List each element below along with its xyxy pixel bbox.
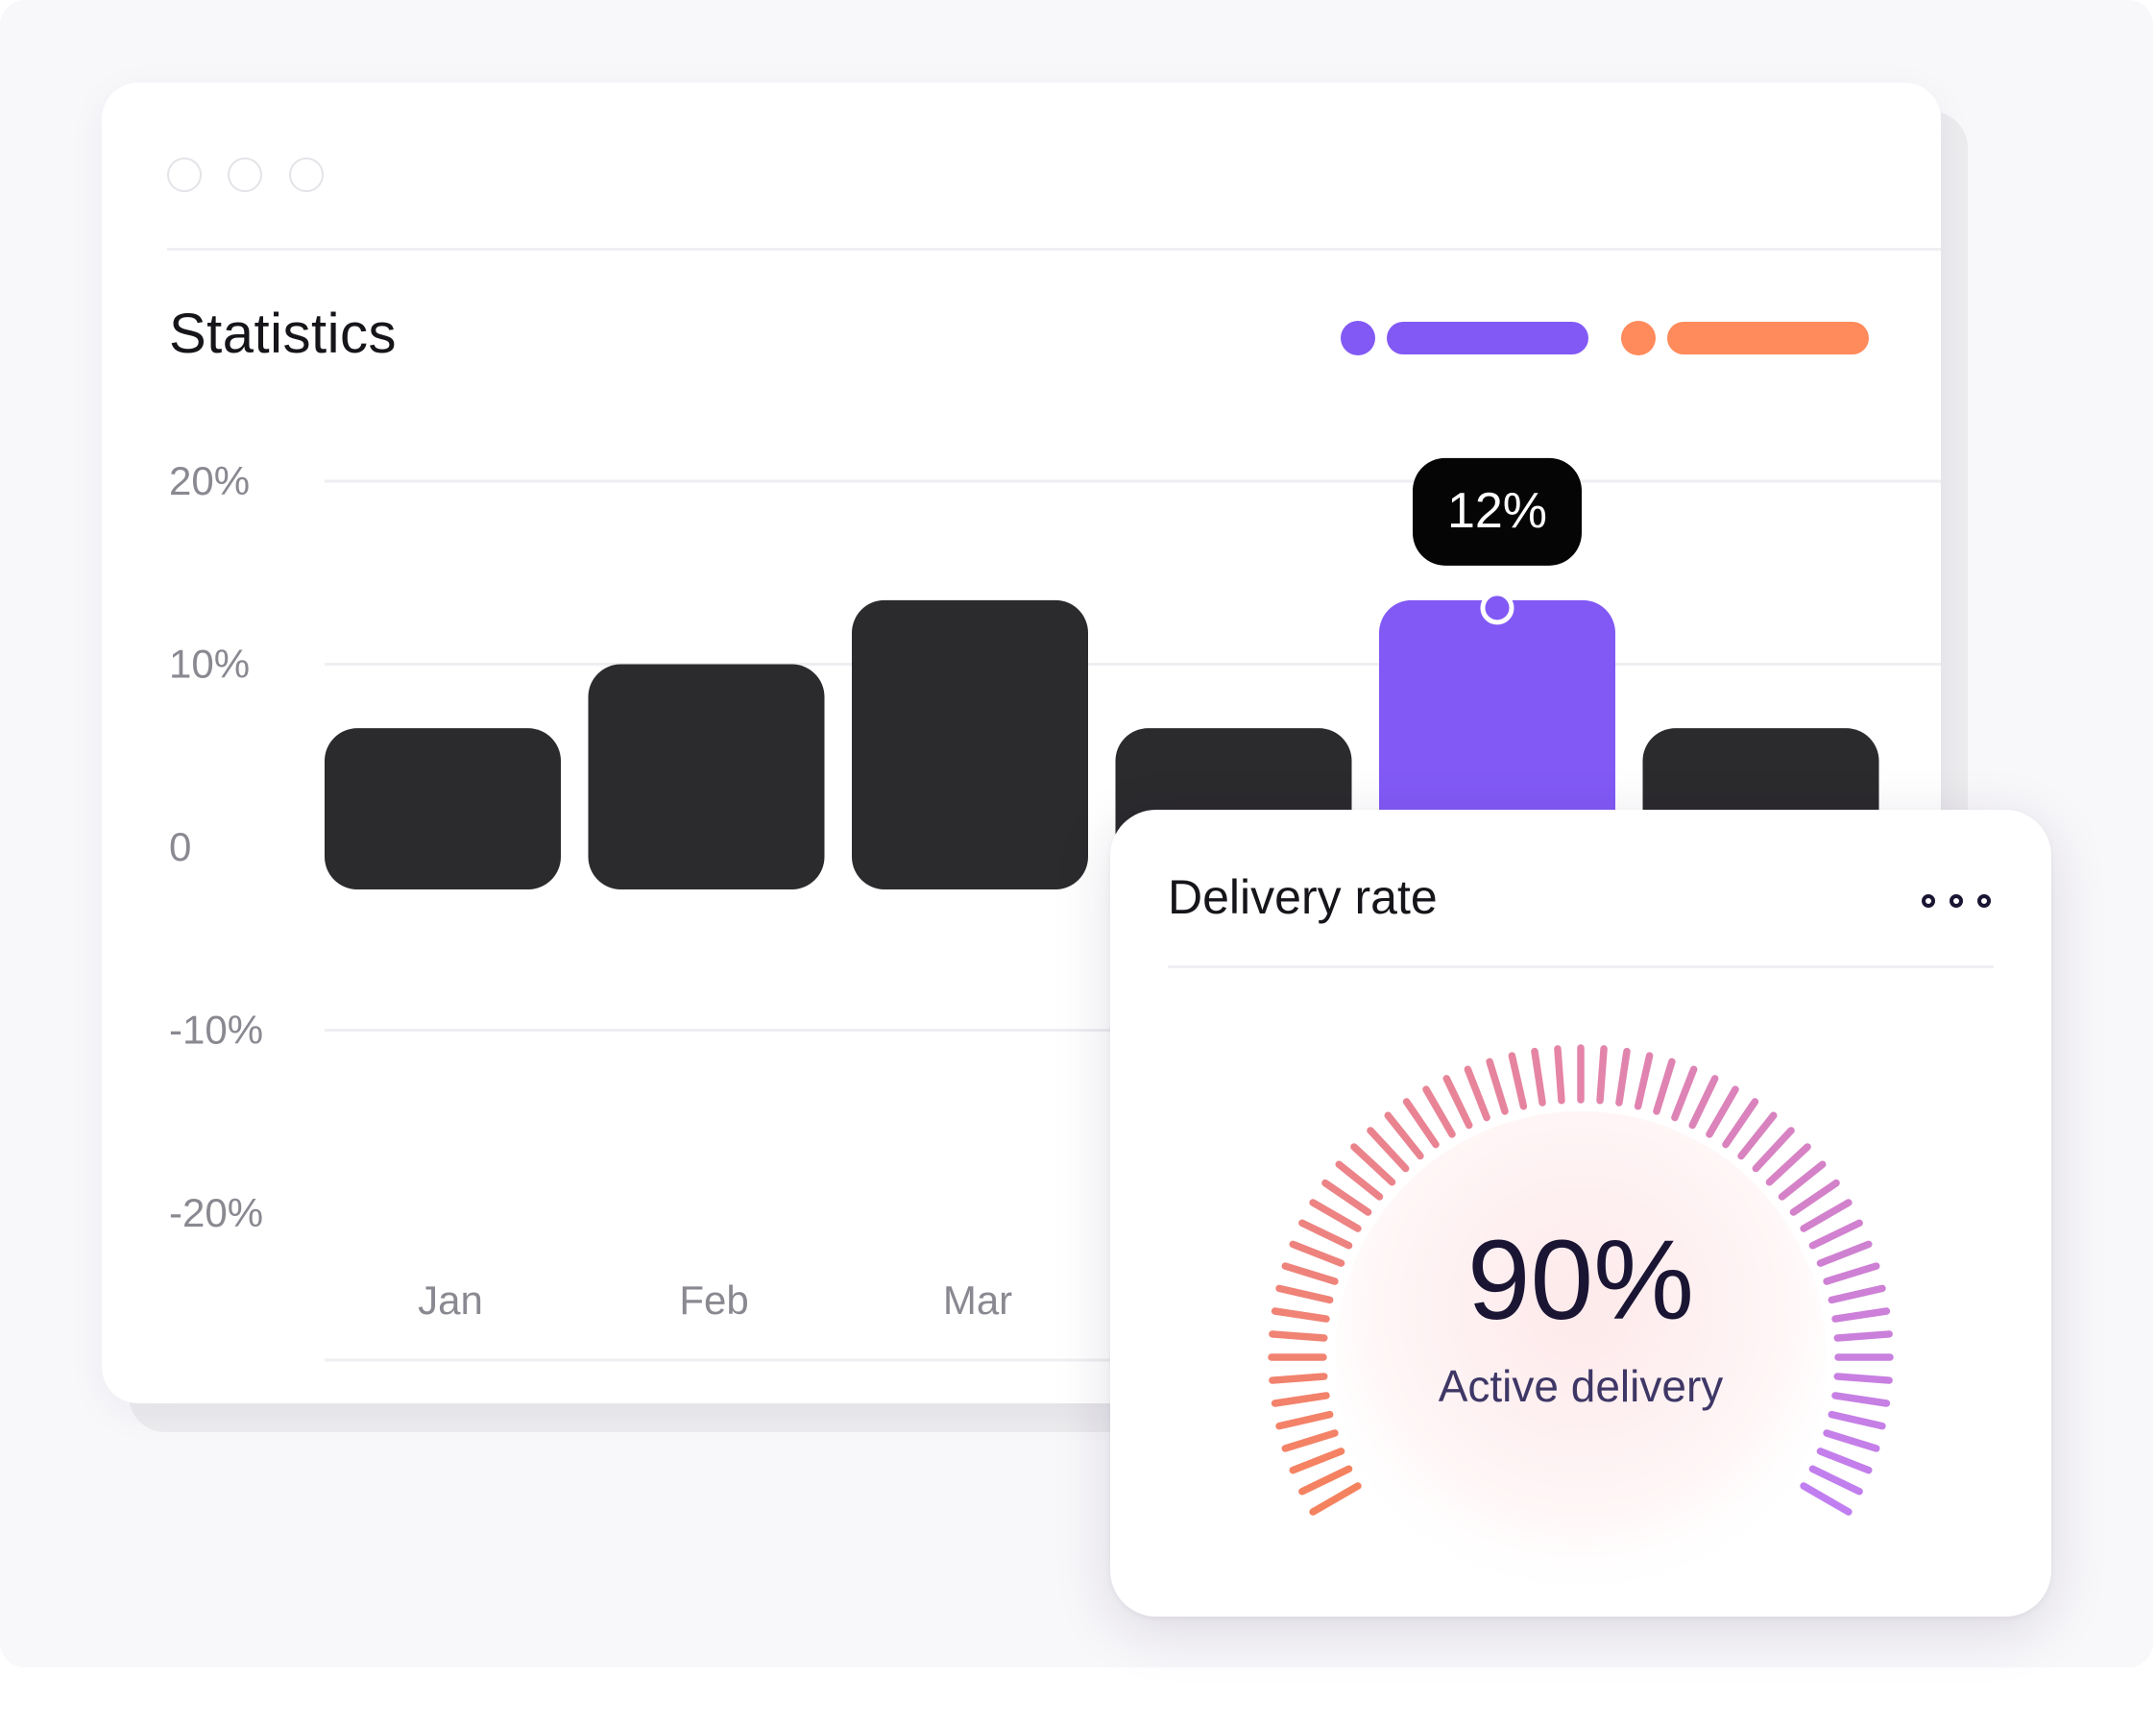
gauge-tick bbox=[1442, 1075, 1473, 1130]
x-tick-label: Feb bbox=[679, 1278, 748, 1323]
value-tooltip-label: 12% bbox=[1447, 483, 1547, 539]
delivery-gauge: 90% Active delivery bbox=[1268, 1044, 1894, 1603]
gauge-tick bbox=[1828, 1410, 1886, 1430]
gauge-tick bbox=[1321, 1179, 1372, 1216]
gauge-value-label: 90% bbox=[1467, 1217, 1694, 1344]
gauge-tick bbox=[1422, 1085, 1456, 1138]
gauge-tick bbox=[1289, 1240, 1345, 1267]
more-dot bbox=[1950, 894, 1963, 908]
gauge-tick bbox=[1384, 1111, 1424, 1160]
gauge-tick bbox=[1831, 1307, 1891, 1323]
more-options-icon[interactable] bbox=[1922, 879, 1991, 923]
bar-positive[interactable] bbox=[852, 599, 1088, 889]
gauge-tick bbox=[1402, 1098, 1440, 1149]
gauge-tick bbox=[1765, 1143, 1811, 1186]
y-tick-label: 10% bbox=[169, 642, 250, 687]
gauge-glow bbox=[1335, 1111, 1827, 1603]
gauge-tick bbox=[1688, 1075, 1719, 1130]
gauge-tick bbox=[1271, 1307, 1330, 1323]
window-control-minimize[interactable] bbox=[228, 158, 262, 192]
gauge-tick bbox=[1800, 1199, 1853, 1232]
gauge-tick bbox=[1596, 1045, 1608, 1105]
gauge-tick bbox=[1281, 1262, 1339, 1285]
gauge-tick bbox=[1831, 1392, 1891, 1407]
legend-dot-purple bbox=[1341, 321, 1375, 355]
statistics-title: Statistics bbox=[169, 303, 398, 365]
gauge-tick bbox=[1722, 1098, 1759, 1149]
bar-positive[interactable] bbox=[588, 664, 825, 890]
gauge-tick bbox=[1281, 1429, 1339, 1452]
y-tick-label: 0 bbox=[169, 824, 191, 869]
gauge-tick bbox=[1275, 1284, 1334, 1304]
gauge-tick bbox=[1464, 1065, 1490, 1122]
delivery-rate-card: Delivery rate 90% Active delivery bbox=[1110, 810, 2051, 1617]
gauge-tick bbox=[1789, 1179, 1840, 1216]
gauge-tick bbox=[1816, 1448, 1873, 1474]
delivery-rate-title: Delivery rate bbox=[1168, 870, 1438, 924]
gauge-tick bbox=[1823, 1262, 1880, 1285]
gauge-tick bbox=[1269, 1330, 1328, 1342]
window-control-maximize[interactable] bbox=[289, 158, 324, 192]
gauge-tick bbox=[1269, 1373, 1328, 1384]
gauge-tick bbox=[1309, 1199, 1362, 1232]
gauge-tick bbox=[1615, 1047, 1631, 1107]
gauge-tick bbox=[1298, 1219, 1353, 1250]
gauge-tick bbox=[1350, 1143, 1396, 1186]
gauge-tick bbox=[1800, 1482, 1853, 1516]
gauge-tick bbox=[1833, 1330, 1893, 1342]
gauge-tick bbox=[1778, 1160, 1827, 1201]
more-dot bbox=[1922, 894, 1935, 908]
more-dot bbox=[1977, 894, 1991, 908]
y-tick-label: -10% bbox=[169, 1008, 263, 1053]
gauge-tick bbox=[1816, 1240, 1873, 1267]
gauge-tick bbox=[1808, 1465, 1863, 1496]
gauge-tick bbox=[1335, 1160, 1384, 1201]
gauge-tick bbox=[1706, 1085, 1739, 1138]
gauge-tick bbox=[1737, 1111, 1778, 1160]
legend-dot-orange bbox=[1621, 321, 1656, 355]
gauge-tick bbox=[1271, 1392, 1330, 1407]
gauge-tick bbox=[1828, 1284, 1886, 1304]
gauge-tick bbox=[1653, 1058, 1676, 1115]
y-tick-label: 20% bbox=[169, 458, 250, 503]
gauge-tick bbox=[1275, 1410, 1334, 1430]
gauge-tick bbox=[1367, 1127, 1410, 1173]
y-tick-label: -20% bbox=[169, 1190, 263, 1235]
gauge-tick bbox=[1671, 1065, 1698, 1122]
legend-bar-orange bbox=[1667, 322, 1869, 354]
gauge-tick bbox=[1808, 1219, 1863, 1250]
gauge-tick bbox=[1508, 1052, 1528, 1110]
gauge-tick bbox=[1634, 1052, 1654, 1110]
gauge-subtitle: Active delivery bbox=[1439, 1361, 1724, 1411]
gauge-tick bbox=[1289, 1448, 1345, 1474]
x-tick-label: Jan bbox=[418, 1278, 483, 1323]
gauge-tick bbox=[1486, 1058, 1509, 1115]
gauge-tick bbox=[1554, 1045, 1565, 1105]
gauge-tick bbox=[1823, 1429, 1880, 1452]
value-tooltip bbox=[1413, 457, 1582, 566]
gauge-tick bbox=[1752, 1127, 1795, 1173]
card-divider bbox=[1168, 965, 1994, 968]
header-divider bbox=[167, 248, 1941, 251]
gauge-tick bbox=[1298, 1465, 1353, 1496]
x-tick-label: Mar bbox=[943, 1278, 1012, 1323]
legend-bar-purple bbox=[1387, 322, 1588, 354]
gauge-tick bbox=[1531, 1047, 1546, 1107]
window-control-close[interactable] bbox=[167, 158, 202, 192]
gauge-tick bbox=[1833, 1373, 1893, 1384]
value-marker-dot bbox=[1480, 591, 1514, 625]
bar-positive[interactable] bbox=[325, 728, 561, 889]
gauge-tick bbox=[1309, 1482, 1362, 1516]
